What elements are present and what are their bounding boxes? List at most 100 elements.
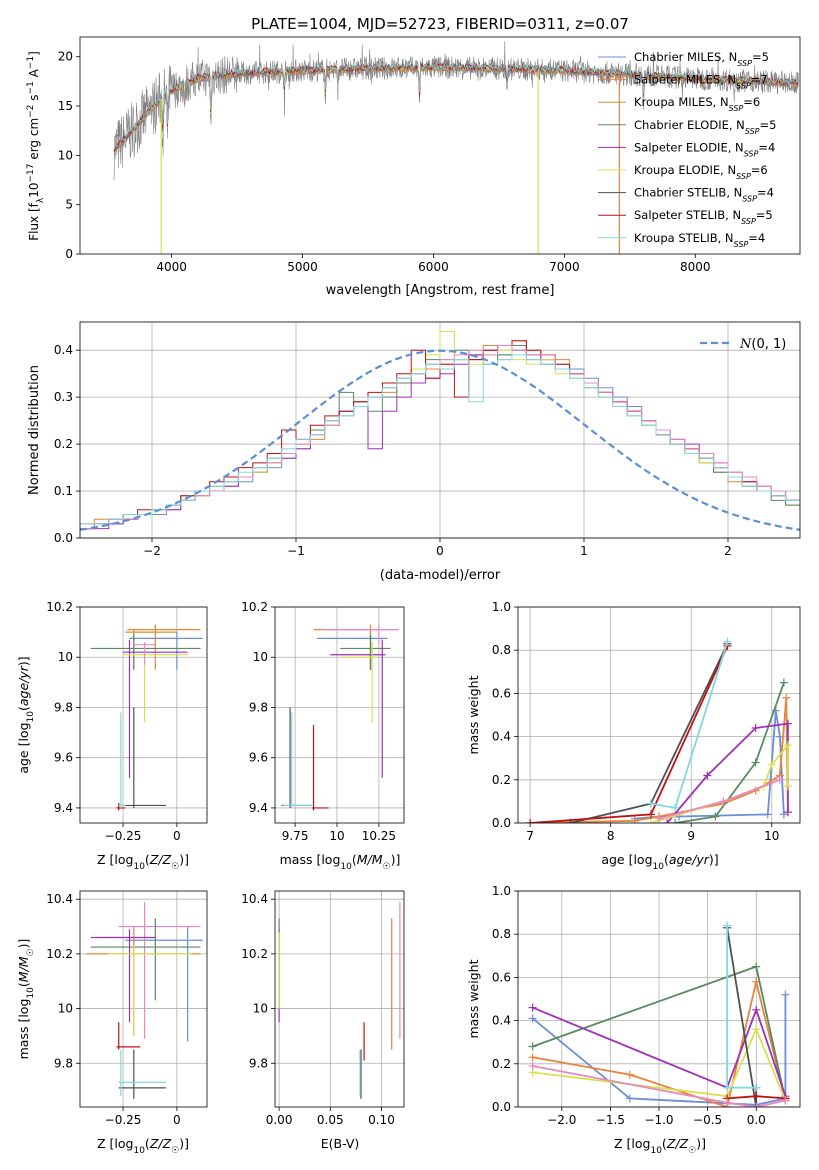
x-tick-label: 0.10	[368, 1113, 395, 1127]
x-tick-label: 0	[173, 829, 181, 843]
weight-marker	[783, 808, 792, 817]
legend-n: =5	[752, 50, 769, 64]
x-tick-label: −2.0	[547, 1113, 576, 1127]
y-tick-label: 0.2	[492, 773, 511, 787]
y-tick-label: 9.6	[249, 751, 268, 765]
x-tick-label: 10.25	[362, 829, 396, 843]
label-sub: ☉	[171, 1146, 179, 1156]
weight-marker	[723, 637, 732, 646]
y-tick-label: 10	[58, 650, 73, 664]
model-spectrum	[113, 62, 799, 151]
axes-frame	[274, 606, 405, 824]
weight-marker	[723, 1098, 732, 1107]
legend-entry: Kroupa MILES, NSSP=6	[634, 95, 760, 113]
label-part: age [log	[601, 852, 652, 867]
x-tick-label: 0.0	[747, 1113, 766, 1127]
legend-entry: Kroupa ELODIE, NSSP=6	[634, 163, 768, 181]
y-tick-label: 1.0	[492, 600, 511, 614]
weight-marker	[663, 819, 672, 823]
legend-entry: Salpeter MILES, NSSP=7	[634, 73, 768, 91]
y-tick-label: 0.0	[54, 531, 73, 545]
x-tick-label: 5000	[287, 260, 318, 274]
label-part: M/M	[16, 956, 31, 982]
y-tick-label: 0.6	[492, 686, 511, 700]
y-tick-label: 10	[253, 1002, 268, 1016]
weight-marker	[671, 819, 680, 823]
label-part: (	[145, 852, 150, 867]
plot-area-mass_vs_Z	[86, 901, 203, 1099]
legend-n: =6	[743, 95, 760, 109]
weight-line	[532, 981, 787, 1107]
label-sub: 10	[650, 1146, 662, 1156]
label-sup: −17	[26, 164, 36, 183]
histogram-step	[80, 345, 800, 538]
weight-marker	[783, 741, 792, 750]
x-axis-label: E(B-V)	[321, 1136, 360, 1151]
y-tick-label: 9.8	[249, 1056, 268, 1070]
weight-marker	[751, 723, 760, 732]
x-tick-label: 6000	[418, 260, 449, 274]
histogram-step	[80, 354, 800, 538]
label-part: mass [log	[16, 999, 31, 1060]
legend-entry: Salpeter ELODIE, NSSP=4	[634, 140, 775, 158]
weight-marker	[752, 1103, 761, 1107]
y-tick-label: 1.0	[492, 884, 511, 898]
label-part: (	[145, 1136, 150, 1151]
weight-marker	[767, 760, 776, 769]
legend-entry: N(0, 1)	[739, 337, 786, 352]
label-part: age [log	[16, 722, 31, 773]
x-tick-label: 0	[173, 1113, 181, 1127]
y-axis-label: mass [log10(M/M☉)]	[16, 939, 36, 1060]
label-part: Z [log	[614, 1136, 650, 1151]
x-tick-label: −0.25	[105, 1113, 142, 1127]
label-sub: ☉	[26, 948, 36, 956]
label-part: age/yr	[669, 852, 710, 867]
label-part: Z/Z	[666, 1136, 689, 1151]
histogram-step	[80, 345, 800, 538]
axes-frame	[274, 890, 405, 1108]
legend-label: Kroupa ELODIE, N	[634, 163, 736, 177]
legend-label: Chabrier ELODIE, N	[634, 118, 745, 132]
x-axis-label: wavelength [Angstrom, rest frame]	[326, 283, 555, 298]
y-tick-label: 10.4	[241, 892, 268, 906]
weight-marker	[646, 819, 655, 823]
legend-n: =5	[756, 208, 773, 222]
x-tick-label: 9.75	[282, 829, 309, 843]
x-tick-label: −1.5	[596, 1113, 625, 1127]
y-tick-label: 0.2	[54, 437, 73, 451]
label-sup: −2	[26, 105, 36, 118]
x-tick-label: −2	[143, 544, 161, 558]
plot-area-weight_vs_Z	[528, 921, 790, 1107]
weight-line	[570, 643, 729, 823]
legend-n: =7	[751, 73, 768, 87]
label-sup: −1	[26, 56, 36, 69]
y-tick-label: 9.8	[54, 700, 73, 714]
histogram-step	[80, 345, 800, 538]
x-tick-label: 7000	[549, 260, 580, 274]
legend-sub: SSP	[736, 81, 751, 90]
x-tick-label: 8	[607, 829, 615, 843]
legend-entry: Chabrier MILES, NSSP=5	[634, 50, 769, 68]
weight-marker	[752, 1092, 761, 1101]
histogram-step	[80, 340, 800, 538]
y-tick-label: 9.8	[249, 700, 268, 714]
y-tick-label: 10	[253, 650, 268, 664]
weight-marker	[781, 990, 790, 999]
label-sub: 10	[26, 987, 36, 999]
plot-area-weight_vs_age	[526, 637, 792, 823]
y-tick-label: 0.8	[492, 643, 511, 657]
weight-marker	[775, 775, 784, 784]
weight-marker	[781, 1096, 790, 1105]
x-tick-label: 7	[526, 829, 534, 843]
legend-label: Kroupa MILES, N	[634, 95, 729, 109]
legend-label: Kroupa STELIB, N	[634, 231, 734, 245]
y-tick-label: 0.0	[492, 816, 511, 830]
x-tick-label: −0.5	[693, 1113, 722, 1127]
x-tick-label: 10	[764, 829, 779, 843]
legend-sub: SSP	[729, 104, 744, 113]
x-axis-label: (data-model)/error	[380, 568, 501, 583]
y-tick-label: 10.2	[46, 600, 73, 614]
label-part: erg cm	[27, 118, 41, 164]
x-tick-label: 10	[329, 829, 344, 843]
